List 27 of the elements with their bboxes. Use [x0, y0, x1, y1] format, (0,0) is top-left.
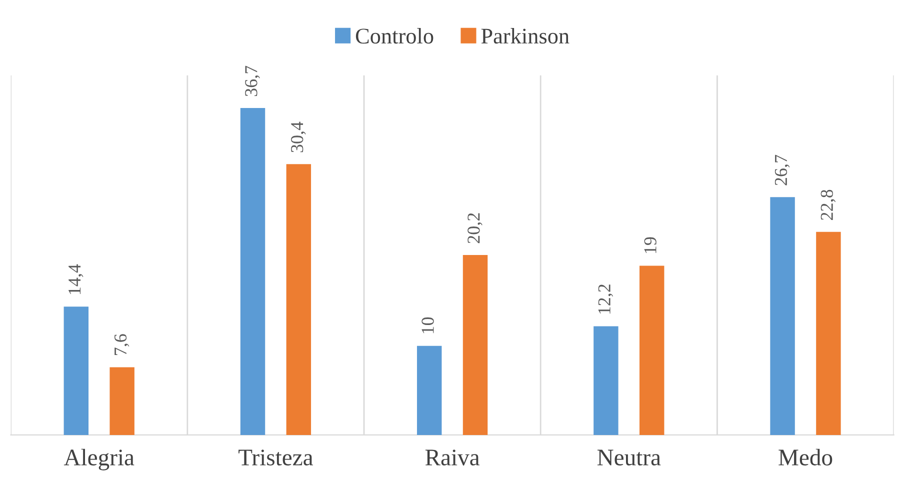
bar — [416, 346, 442, 435]
data-label: 10 — [422, 317, 434, 334]
data-label: 36,7 — [245, 66, 260, 96]
data-label: 20,2 — [468, 213, 482, 244]
bar — [240, 108, 266, 435]
bar — [64, 306, 89, 435]
legend-label: Parkinson — [481, 28, 570, 44]
bar — [462, 255, 488, 435]
x-tick-label: Raiva — [425, 450, 480, 466]
bar — [639, 266, 664, 435]
data-label: 19 — [644, 237, 656, 254]
x-tick-label: Medo — [778, 448, 832, 466]
bar — [110, 367, 134, 435]
x-tick-label: Neutra — [597, 450, 661, 466]
bar — [770, 197, 795, 435]
bar — [816, 232, 841, 435]
data-label: 30,4 — [291, 122, 306, 152]
data-label: 22,8 — [820, 190, 836, 220]
bar — [594, 326, 618, 435]
legend-label: Controlo — [356, 28, 434, 44]
data-label: 26,7 — [774, 154, 790, 186]
data-label: 7,6 — [114, 334, 130, 355]
bar — [286, 164, 312, 435]
data-label: 14,4 — [68, 264, 84, 294]
x-tick-label: Tristeza — [238, 450, 313, 466]
data-label: 12,2 — [598, 284, 614, 314]
x-tick-label: Alegria — [64, 448, 134, 470]
